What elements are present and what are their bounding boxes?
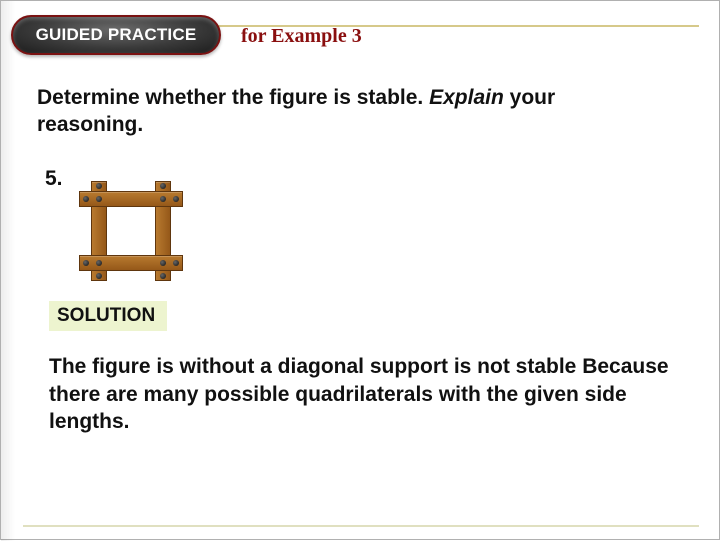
rivet-icon <box>96 183 102 189</box>
rivet-icon <box>160 260 166 266</box>
bottom-divider <box>23 525 699 527</box>
question-number: 5. <box>45 167 63 191</box>
rivet-icon <box>160 273 166 279</box>
rivet-icon <box>160 183 166 189</box>
rivet-icon <box>96 273 102 279</box>
rivet-icon <box>83 196 89 202</box>
question-text: Determine whether the figure is stable. … <box>37 85 657 139</box>
plank-bottom <box>79 255 183 271</box>
question-prefix: Determine whether the figure is stable. <box>37 86 429 109</box>
rivet-icon <box>173 260 179 266</box>
rivet-icon <box>96 196 102 202</box>
example-subtitle: for Example 3 <box>241 25 362 48</box>
rivet-icon <box>160 196 166 202</box>
wood-frame-figure <box>77 177 187 287</box>
guided-practice-badge: GUIDED PRACTICE <box>11 15 221 55</box>
badge-label: GUIDED PRACTICE <box>36 25 197 45</box>
rivet-icon <box>173 196 179 202</box>
rivet-icon <box>96 260 102 266</box>
solution-label: SOLUTION <box>49 301 167 331</box>
plank-top <box>79 191 183 207</box>
left-shadow <box>1 1 15 541</box>
solution-text: The figure is without a diagonal support… <box>49 353 675 436</box>
question-emph: Explain <box>429 86 504 109</box>
slide-container: GUIDED PRACTICE for Example 3 Determine … <box>0 0 720 540</box>
rivet-icon <box>83 260 89 266</box>
